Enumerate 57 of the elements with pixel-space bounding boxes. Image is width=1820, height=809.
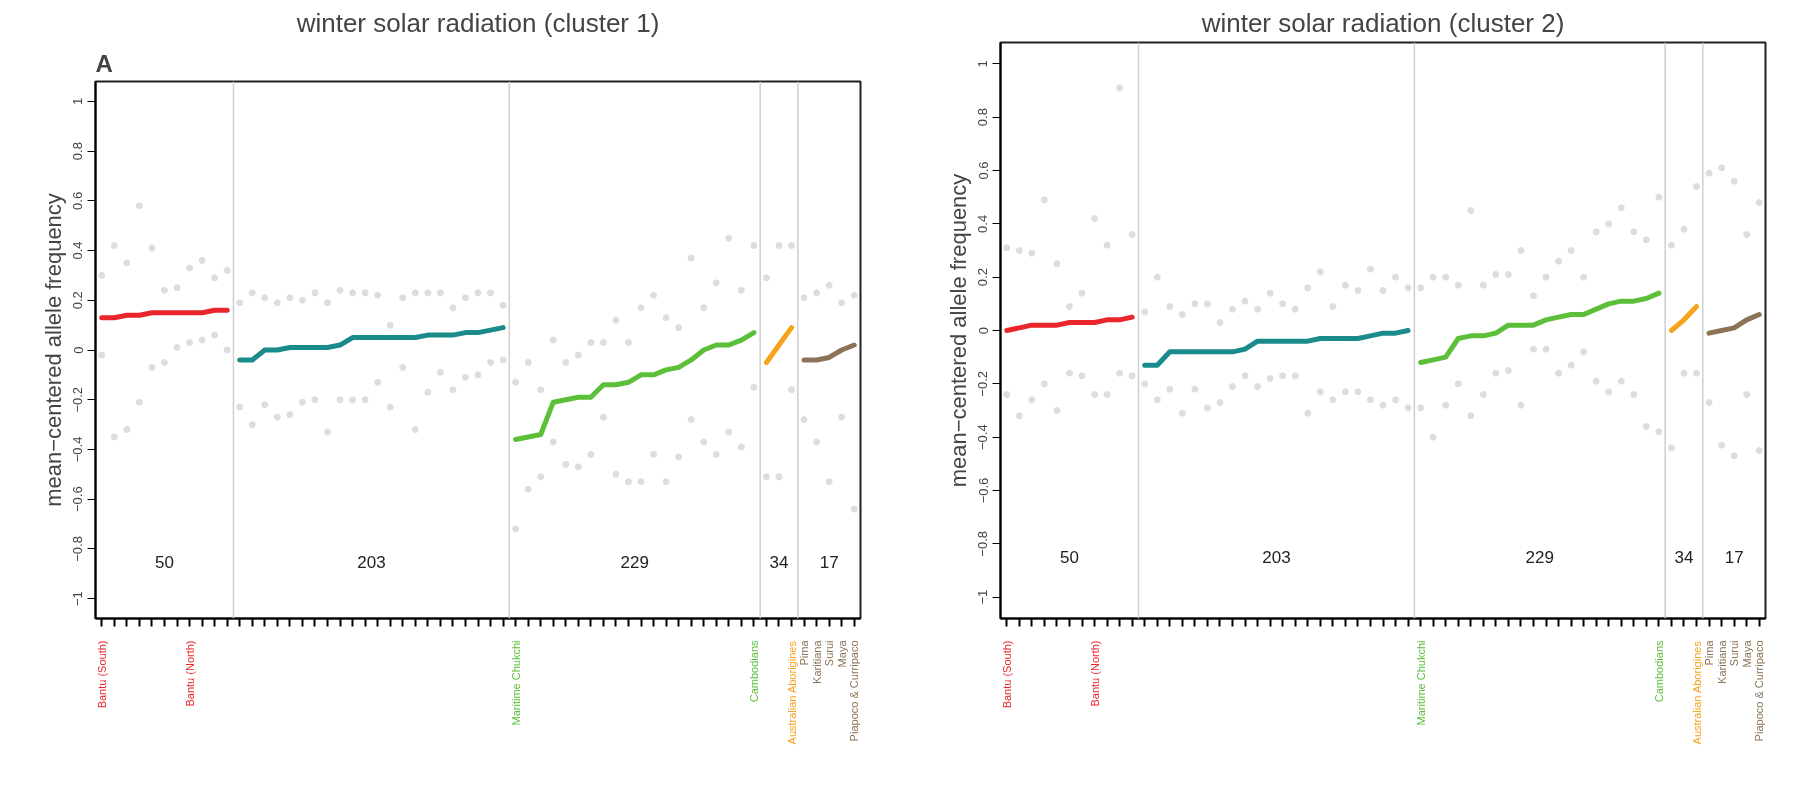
- y-tick-label: −0.6: [70, 486, 86, 512]
- chart-title: winter solar radiation (cluster 1): [295, 7, 660, 38]
- y-tick-label: 0.6: [975, 161, 991, 180]
- annotation: 34: [769, 552, 789, 572]
- chart-title: winter solar radiation (cluster 2): [1200, 7, 1565, 38]
- x-tick-label: Maya: [835, 639, 848, 668]
- y-tick-label: 0.2: [975, 268, 991, 287]
- annotation: 50: [1060, 548, 1079, 568]
- y-tick-label: −0.4: [975, 424, 991, 450]
- y-tick-label: 1: [70, 97, 86, 105]
- y-tick-label: −0.4: [70, 436, 86, 463]
- y-tick-label: 0.8: [70, 142, 86, 161]
- x-tick-label: Piapoco & Curripaco: [1753, 640, 1766, 742]
- x-tick-label: Australian Aborigines: [785, 640, 798, 745]
- y-tick-label: 0.4: [975, 214, 991, 233]
- x-tick-label: Maritime Chukchi: [1414, 640, 1427, 726]
- annotation: 203: [357, 552, 386, 572]
- x-tick-label: Pima: [1703, 639, 1716, 666]
- x-tick-label: Maya: [1740, 639, 1753, 668]
- x-tick-label: Pima: [798, 639, 811, 666]
- x-tick-label: Bantu (North): [1088, 640, 1101, 707]
- annotation: 229: [1525, 548, 1554, 568]
- x-tick-label: Karitiana: [1715, 639, 1728, 684]
- x-tick-label: Bantu (North): [183, 640, 196, 707]
- y-tick-label: 0.4: [70, 241, 86, 260]
- x-tick-label: Bantu (South): [95, 640, 108, 709]
- y-tick-label: −0.2: [70, 386, 86, 413]
- x-tick-label: Bantu (South): [1000, 640, 1013, 709]
- annotation: 229: [620, 552, 649, 572]
- x-tick-label: Surui: [1728, 640, 1741, 667]
- y-tick-label: 0: [975, 326, 991, 335]
- y-tick-label: −0.6: [975, 477, 991, 504]
- y-tick-label: −0.8: [975, 530, 991, 557]
- y-tick-label: 0.6: [70, 191, 86, 210]
- annotation: 17: [819, 552, 839, 572]
- y-tick-label: 0: [70, 346, 86, 354]
- y-tick-label: −0.8: [70, 536, 86, 562]
- annotation: 203: [1262, 548, 1291, 568]
- x-tick-label: Cambodians: [1652, 640, 1665, 703]
- x-tick-label: Australian Aborigines: [1690, 640, 1703, 745]
- text: A: [95, 49, 113, 77]
- annotation: 34: [1674, 548, 1694, 568]
- y-tick-label: −1: [70, 591, 86, 607]
- x-tick-label: Karitiana: [810, 639, 823, 684]
- x-tick-label: Maritime Chukchi: [509, 640, 522, 726]
- y-axis-title: mean−centered allele frequency: [40, 193, 66, 507]
- y-tick-label: −0.2: [975, 370, 991, 397]
- y-tick-label: 0.2: [70, 291, 86, 310]
- y-tick-label: 1: [975, 60, 991, 68]
- y-axis-title: mean−centered allele frequency: [945, 173, 971, 488]
- x-tick-label: Piapoco & Curripaco: [848, 640, 861, 742]
- x-tick-label: Cambodians: [747, 640, 760, 703]
- annotation: 17: [1724, 548, 1744, 568]
- y-tick-label: −1: [975, 589, 991, 605]
- y-tick-label: 0.8: [975, 108, 991, 127]
- annotation: 50: [155, 552, 174, 572]
- x-tick-label: Surui: [823, 640, 836, 667]
